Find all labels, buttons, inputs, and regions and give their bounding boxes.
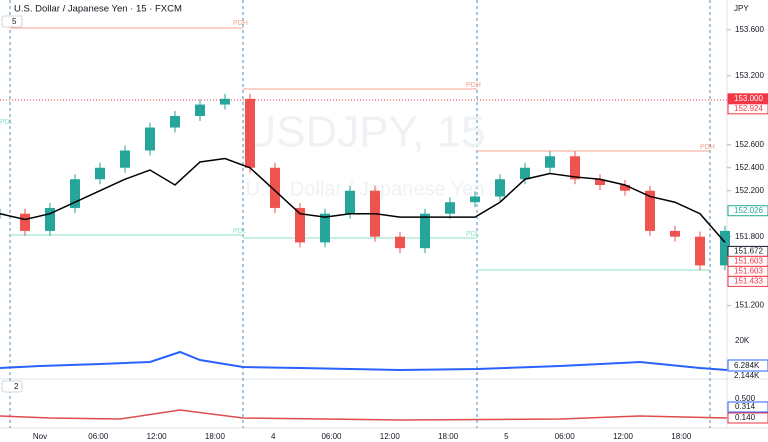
time-label: 18:00 xyxy=(671,432,692,441)
watermark-symbol: USDJPY, 15 xyxy=(244,108,485,157)
indicator-badge[interactable] xyxy=(1,380,23,393)
level-label: PDH xyxy=(233,20,248,27)
candle xyxy=(570,156,580,180)
candle xyxy=(295,207,305,243)
candle xyxy=(670,230,680,237)
time-label: 18:00 xyxy=(205,432,226,441)
y-tick-label: 152.400 xyxy=(735,163,764,172)
price-tag-label: 153.000 xyxy=(734,94,763,103)
oscillator-tag xyxy=(727,412,768,424)
candle xyxy=(445,202,455,214)
candle xyxy=(645,190,655,231)
price-tag-label: 152.026 xyxy=(734,206,763,215)
candle xyxy=(220,98,230,105)
price-tag xyxy=(727,205,768,217)
y-tick-label: 152.600 xyxy=(735,140,764,149)
volume-tag xyxy=(727,359,768,372)
price-tag-label: 151.603 xyxy=(734,266,763,275)
candle xyxy=(620,184,630,191)
volume-tag-label: 6.284K xyxy=(734,361,760,370)
oscillator-tag-label: 0.140 xyxy=(735,413,756,422)
price-tag-label: 152.924 xyxy=(734,104,763,113)
candle xyxy=(270,167,280,208)
candle xyxy=(320,213,330,243)
candle xyxy=(695,236,705,266)
level-label: PDL xyxy=(233,228,247,235)
candle xyxy=(120,150,130,168)
candle xyxy=(170,116,180,128)
level-labels: PDH PDH PDH PDL PDL PDL xyxy=(0,20,715,238)
time-label: 06:00 xyxy=(321,432,342,441)
candle xyxy=(45,207,55,231)
oscillator-tag-label: 0.314 xyxy=(735,402,756,411)
oscillator-tick: 0.500 xyxy=(735,394,756,403)
time-label: 12:00 xyxy=(380,432,401,441)
y-tick-label: 153.600 xyxy=(735,25,764,34)
y-tick-label: 151.800 xyxy=(735,232,764,241)
price-tag-label: 151.672 xyxy=(734,246,763,255)
watermark-name: U.S. Dollar / Japanese Yen xyxy=(245,178,484,200)
oscillator-tag xyxy=(727,401,768,413)
y-tick-label: 152.200 xyxy=(735,186,764,195)
volume-ma xyxy=(0,350,728,372)
time-label: 06:00 xyxy=(88,432,109,441)
candle xyxy=(545,156,555,168)
candle xyxy=(395,236,405,249)
price-tag xyxy=(727,103,768,115)
time-label: 06:00 xyxy=(555,432,576,441)
symbol-title: U.S. Dollar / Japanese Yen · 15 · FXCM xyxy=(14,4,182,15)
candle xyxy=(345,190,355,214)
candle xyxy=(145,127,155,151)
indicator-label: 2 xyxy=(14,382,19,391)
volume-tag-label: 2.144K xyxy=(734,371,760,380)
level-label: PDL xyxy=(0,119,14,126)
indicator-label: 5 xyxy=(12,17,17,26)
indicator-badge[interactable] xyxy=(1,15,23,28)
candle xyxy=(420,213,430,249)
volume-tick: 20K xyxy=(735,336,750,345)
candle xyxy=(595,179,605,185)
time-label: Nov xyxy=(33,432,47,441)
level-label: PDL xyxy=(466,231,480,238)
candle xyxy=(20,213,30,231)
time-label: 5 xyxy=(504,432,509,441)
candle xyxy=(95,167,105,180)
time-label: 12:00 xyxy=(613,432,634,441)
candle xyxy=(720,230,730,266)
vwap-line xyxy=(0,157,726,243)
price-tag xyxy=(727,275,768,287)
candle xyxy=(245,98,255,168)
time-label: 18:00 xyxy=(438,432,459,441)
session-lines xyxy=(9,0,711,428)
currency-label: JPY xyxy=(734,4,749,13)
y-tick-label: 151.200 xyxy=(735,301,764,310)
level-label: PDH xyxy=(466,82,481,89)
candle xyxy=(470,196,480,203)
y-tick-label: 153.200 xyxy=(735,71,764,80)
oscillator-line xyxy=(0,409,728,421)
candle xyxy=(520,167,530,180)
candle xyxy=(195,104,205,117)
level-label: PDH xyxy=(700,144,715,151)
time-label: 4 xyxy=(271,432,276,441)
time-label: 12:00 xyxy=(147,432,168,441)
level-lines xyxy=(10,27,710,271)
candle xyxy=(495,179,505,197)
candle xyxy=(70,179,80,208)
price-tag-label: 151.433 xyxy=(734,276,763,285)
price-tag-label: 151.603 xyxy=(734,256,763,265)
